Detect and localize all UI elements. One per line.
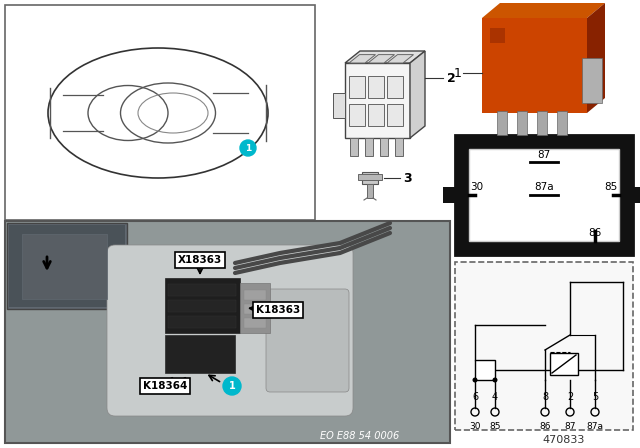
Bar	[497, 111, 507, 135]
Bar	[380, 138, 388, 156]
Text: K18364: K18364	[143, 381, 187, 391]
Polygon shape	[349, 55, 376, 63]
Text: K18363: K18363	[256, 305, 300, 315]
Bar	[358, 174, 382, 180]
Bar	[410, 93, 422, 118]
Bar	[350, 138, 358, 156]
Text: 85: 85	[489, 422, 500, 431]
Text: 87: 87	[538, 150, 550, 160]
Bar	[345, 63, 410, 138]
Bar	[582, 58, 602, 103]
Text: 87a: 87a	[586, 422, 604, 431]
Bar	[482, 18, 587, 113]
Circle shape	[472, 378, 477, 383]
Bar	[7, 223, 127, 309]
Bar	[5, 221, 450, 443]
Bar	[517, 111, 527, 135]
Text: 8: 8	[542, 392, 548, 402]
Bar	[443, 187, 456, 203]
Bar	[455, 262, 633, 430]
Bar	[387, 104, 403, 126]
Bar	[455, 135, 633, 255]
Bar	[368, 76, 384, 98]
Text: 30: 30	[469, 422, 481, 431]
Circle shape	[493, 378, 497, 383]
Polygon shape	[482, 3, 605, 18]
Text: 4: 4	[492, 392, 498, 402]
Bar	[22, 234, 107, 299]
Bar	[395, 138, 403, 156]
Polygon shape	[387, 55, 413, 63]
Bar	[5, 5, 315, 220]
Bar	[490, 28, 505, 43]
Bar	[368, 104, 384, 126]
Circle shape	[240, 140, 256, 156]
Bar	[537, 111, 547, 135]
Polygon shape	[368, 55, 394, 63]
Bar	[333, 93, 345, 118]
Bar	[387, 76, 403, 98]
Text: 87: 87	[564, 422, 576, 431]
Text: 1: 1	[454, 66, 462, 79]
Bar	[244, 304, 266, 314]
Circle shape	[223, 377, 241, 395]
FancyBboxPatch shape	[107, 245, 353, 416]
Text: EO E88 54 0006: EO E88 54 0006	[321, 431, 399, 441]
Bar	[365, 138, 373, 156]
Text: 470833: 470833	[543, 435, 585, 445]
Text: 2: 2	[567, 392, 573, 402]
Text: 3: 3	[403, 172, 412, 185]
Bar	[168, 316, 236, 328]
Text: 5: 5	[592, 392, 598, 402]
Bar	[349, 104, 365, 126]
Bar	[475, 360, 495, 380]
Bar	[244, 318, 266, 328]
Bar	[168, 284, 236, 296]
Text: 1: 1	[228, 381, 236, 391]
Text: 1: 1	[245, 143, 251, 152]
Text: 6: 6	[472, 392, 478, 402]
FancyBboxPatch shape	[266, 289, 349, 392]
Text: 86: 86	[540, 422, 551, 431]
Bar	[362, 172, 378, 184]
Polygon shape	[587, 3, 605, 113]
Bar	[165, 335, 235, 373]
Text: 86: 86	[588, 228, 602, 238]
Text: 30: 30	[470, 182, 484, 192]
Bar	[165, 278, 240, 333]
Text: 85: 85	[604, 182, 618, 192]
Polygon shape	[345, 51, 425, 63]
Bar	[550, 353, 578, 375]
Bar	[633, 187, 640, 203]
Bar	[244, 290, 266, 300]
Text: X18363: X18363	[178, 255, 222, 265]
Bar	[168, 300, 236, 312]
Text: 2: 2	[447, 72, 456, 85]
Polygon shape	[410, 51, 425, 138]
Bar	[557, 111, 567, 135]
Text: 87a: 87a	[534, 182, 554, 192]
Bar	[469, 149, 619, 241]
Bar	[349, 76, 365, 98]
Bar	[367, 184, 373, 198]
Bar	[9, 225, 125, 307]
Bar	[240, 283, 270, 333]
